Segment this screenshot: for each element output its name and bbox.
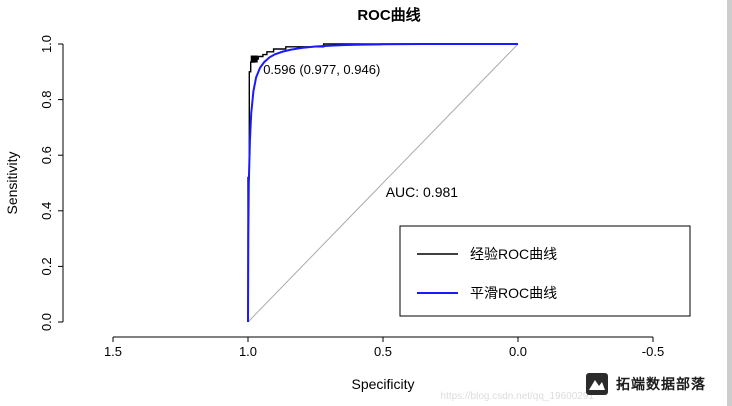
y-axis-label: Sensitivity bbox=[4, 151, 20, 214]
watermark-brand: 拓端数据部落 bbox=[616, 376, 706, 392]
x-tick-label: 0.0 bbox=[509, 344, 527, 359]
y-tick-label: 0.0 bbox=[39, 313, 54, 331]
chart-title: ROC曲线 bbox=[357, 6, 420, 24]
x-axis-label: Specificity bbox=[351, 376, 414, 392]
x-tick-label: -0.5 bbox=[642, 344, 664, 359]
roc-curve-1 bbox=[247, 43, 518, 323]
threshold-marker bbox=[250, 55, 258, 63]
auc-label: AUC: 0.981 bbox=[386, 184, 459, 200]
axes: 1.5 1.0 0.5 0.0 -0.5 0.0 0.2 0.4 0.6 0.8 1.0 bbox=[39, 35, 664, 359]
legend-box bbox=[399, 225, 691, 317]
watermark: 拓端数据部落 bbox=[585, 372, 706, 396]
screenshot-right-edge bbox=[727, 0, 732, 406]
x-tick-label: 0.5 bbox=[374, 344, 392, 359]
threshold-label: 0.596 (0.977, 0.946) bbox=[263, 62, 380, 77]
y-tick-label: 0.6 bbox=[39, 146, 54, 164]
watermark-url: https://blog.csdn.net/qq_19600291 bbox=[440, 391, 594, 402]
x-tick-label: 1.5 bbox=[104, 344, 122, 359]
legend-label-smooth: 平滑ROC曲线 bbox=[470, 285, 557, 301]
roc-curve-0 bbox=[247, 43, 518, 322]
legend: 经验ROC曲线 平滑ROC曲线 bbox=[399, 225, 691, 317]
y-tick-label: 1.0 bbox=[39, 35, 54, 53]
legend-label-empirical: 经验ROC曲线 bbox=[470, 246, 557, 262]
y-tick-label: 0.2 bbox=[39, 257, 54, 275]
chance-diagonal-line bbox=[247, 43, 519, 323]
y-tick-label: 0.4 bbox=[39, 202, 54, 220]
watermark-logo-icon bbox=[586, 373, 608, 395]
y-tick-label: 0.8 bbox=[39, 91, 54, 109]
x-tick-label: 1.0 bbox=[239, 344, 257, 359]
plot-series bbox=[247, 43, 519, 323]
